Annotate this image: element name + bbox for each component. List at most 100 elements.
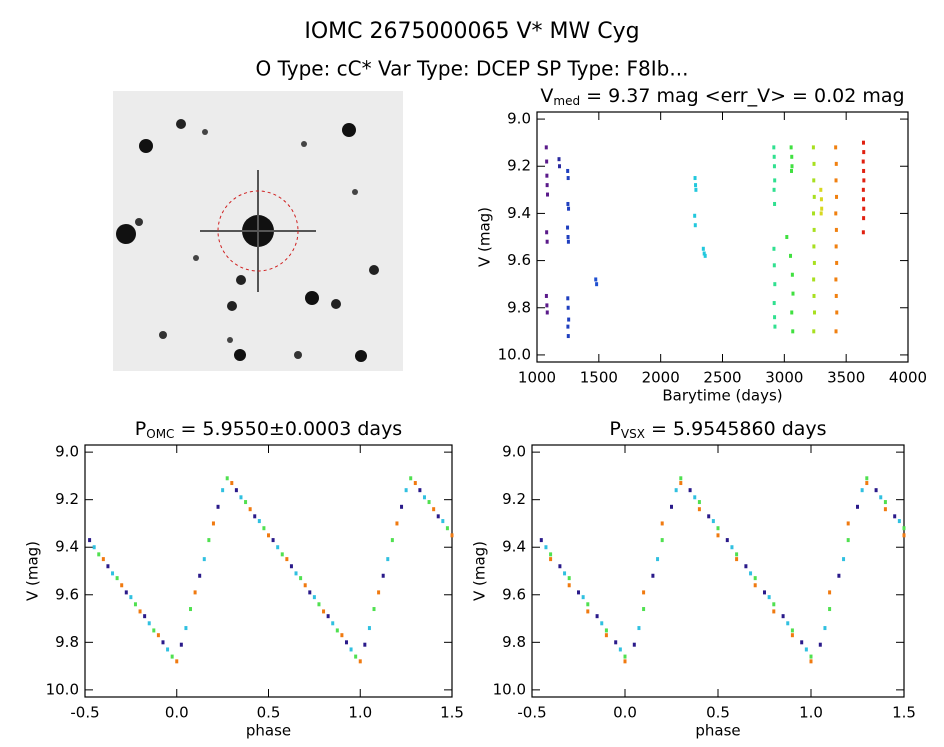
data-point bbox=[812, 329, 816, 334]
data-point bbox=[623, 659, 627, 664]
data-point bbox=[97, 552, 101, 557]
data-point bbox=[716, 533, 720, 538]
data-point bbox=[271, 538, 275, 543]
data-point bbox=[549, 552, 553, 557]
data-point bbox=[441, 519, 445, 524]
page-subtitle: O Type: cC* Var Type: DCEP SP Type: F8Ib… bbox=[256, 57, 689, 81]
data-point bbox=[604, 628, 608, 633]
data-point bbox=[861, 230, 865, 235]
data-point bbox=[725, 538, 729, 543]
data-point bbox=[545, 239, 549, 244]
data-point bbox=[642, 607, 646, 612]
data-point bbox=[409, 476, 413, 481]
data-point bbox=[239, 495, 243, 500]
data-point bbox=[860, 488, 864, 493]
data-point bbox=[809, 659, 813, 664]
x-tick-label: 4000 bbox=[889, 369, 927, 387]
data-point bbox=[367, 626, 371, 631]
data-point bbox=[773, 282, 777, 287]
data-point bbox=[856, 504, 859, 509]
y-axis-label: V (mag) bbox=[24, 541, 42, 601]
data-point bbox=[693, 223, 697, 228]
data-point bbox=[253, 514, 257, 519]
data-point bbox=[861, 187, 865, 192]
data-point bbox=[703, 253, 707, 258]
data-point bbox=[819, 197, 823, 202]
data-point bbox=[381, 573, 385, 578]
data-point bbox=[670, 504, 673, 509]
data-point bbox=[812, 260, 816, 265]
data-point bbox=[566, 239, 570, 244]
title-sub: med bbox=[553, 94, 580, 108]
data-point bbox=[363, 642, 367, 647]
data-point bbox=[546, 192, 550, 197]
data-point bbox=[834, 293, 838, 298]
data-point bbox=[804, 647, 808, 652]
data-point bbox=[92, 545, 96, 550]
y-tick-label: 9.2 bbox=[502, 490, 526, 508]
x-tick-label: 1.0 bbox=[348, 704, 372, 722]
chart-title: Vmed = 9.37 mag <err_V> = 0.02 mag bbox=[540, 85, 904, 108]
data-point bbox=[418, 488, 422, 493]
data-point bbox=[828, 590, 832, 595]
data-point bbox=[567, 576, 571, 581]
x-tick-label: -0.5 bbox=[70, 704, 99, 722]
sky-image bbox=[113, 91, 403, 371]
data-point bbox=[790, 168, 794, 173]
data-point bbox=[834, 277, 838, 282]
data-point bbox=[344, 640, 348, 645]
title-sub: VSX bbox=[621, 427, 645, 441]
data-point bbox=[179, 642, 183, 647]
y-tick-label: 9.0 bbox=[507, 110, 531, 128]
data-point bbox=[184, 626, 188, 631]
data-point bbox=[861, 159, 865, 164]
data-point bbox=[299, 576, 303, 581]
data-point bbox=[790, 628, 794, 633]
data-point bbox=[811, 145, 815, 150]
data-point bbox=[586, 602, 590, 607]
data-point bbox=[544, 545, 548, 550]
data-point bbox=[175, 659, 179, 664]
data-point bbox=[679, 476, 683, 481]
data-point bbox=[688, 488, 692, 493]
data-point bbox=[193, 590, 197, 595]
data-point bbox=[413, 481, 417, 486]
data-point bbox=[862, 178, 866, 183]
data-point bbox=[828, 607, 832, 612]
data-point bbox=[566, 225, 570, 230]
x-tick-label: 1000 bbox=[518, 369, 556, 387]
data-point bbox=[874, 488, 878, 493]
data-point bbox=[285, 557, 289, 562]
data-point bbox=[202, 557, 206, 562]
data-point bbox=[809, 654, 813, 659]
data-point bbox=[404, 488, 408, 493]
data-point bbox=[567, 206, 571, 211]
data-point bbox=[422, 495, 426, 500]
data-point bbox=[835, 260, 839, 265]
x-tick-label: 0.5 bbox=[257, 704, 281, 722]
data-point bbox=[773, 315, 777, 320]
data-point bbox=[166, 647, 170, 652]
data-point bbox=[257, 519, 261, 524]
data-point bbox=[835, 310, 839, 315]
data-point bbox=[656, 557, 660, 562]
title-main: P bbox=[135, 418, 146, 440]
y-tick-label: 9.4 bbox=[507, 204, 531, 222]
data-point bbox=[331, 621, 335, 626]
data-point bbox=[862, 150, 866, 155]
data-point bbox=[545, 159, 549, 164]
data-point bbox=[846, 538, 850, 543]
data-point bbox=[834, 244, 838, 249]
data-point bbox=[813, 310, 817, 315]
data-point bbox=[834, 178, 838, 183]
data-point bbox=[834, 329, 838, 334]
data-point bbox=[902, 533, 906, 538]
data-point bbox=[230, 481, 234, 486]
data-point bbox=[545, 303, 549, 308]
data-point bbox=[88, 538, 92, 543]
plot-frame bbox=[531, 444, 905, 698]
data-point bbox=[753, 576, 757, 581]
data-point bbox=[600, 621, 604, 626]
data-point bbox=[707, 514, 711, 519]
data-point bbox=[211, 521, 215, 526]
